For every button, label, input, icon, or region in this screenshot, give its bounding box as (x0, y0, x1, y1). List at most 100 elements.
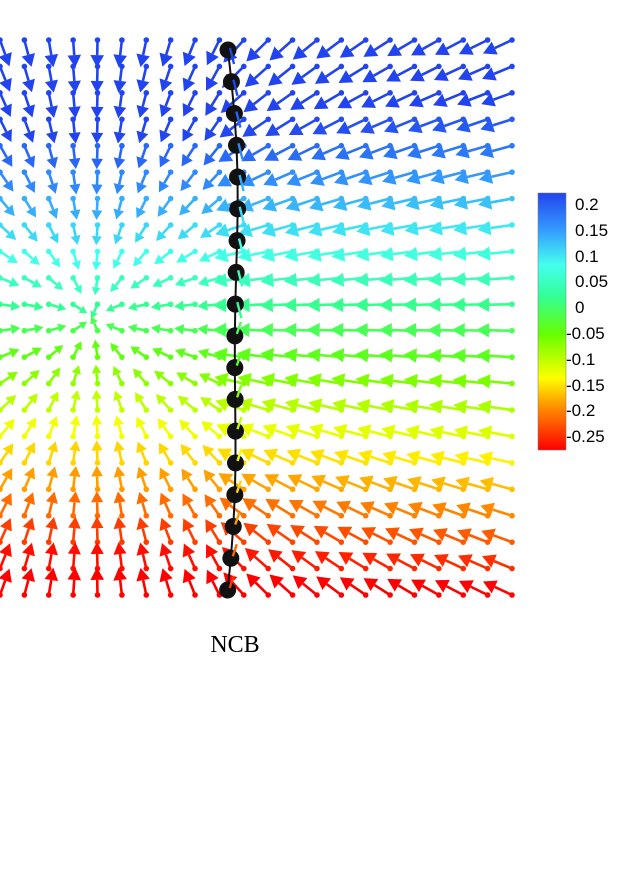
vector-arrow (21, 275, 42, 288)
vector-arrow (246, 37, 271, 62)
vector-arrow (269, 37, 296, 61)
vector-arrow (266, 523, 296, 545)
vector-arrow (362, 63, 393, 83)
vector-arrow (45, 301, 67, 312)
vector-arrow (182, 116, 198, 142)
vector-arrow (287, 142, 320, 161)
filament-arrow (237, 270, 244, 287)
vector-arrow (408, 501, 442, 519)
vector-arrow (179, 419, 198, 440)
vector-arrow (180, 169, 198, 192)
filament-bead (226, 454, 244, 472)
vector-arrow (21, 417, 37, 440)
vector-arrow (112, 366, 125, 387)
vector-arrow (264, 474, 296, 493)
vector-arrow (0, 275, 20, 287)
vector-arrow (45, 116, 58, 144)
vector-arrow (21, 568, 35, 598)
vector-arrow (201, 195, 223, 215)
vector-arrow (90, 63, 104, 93)
vector-arrow (482, 554, 515, 572)
filament-arrow (234, 512, 241, 525)
vector-arrow (430, 169, 467, 185)
vector-arrow (181, 468, 198, 493)
vector-arrow (407, 476, 442, 493)
vector-arrow (70, 321, 88, 334)
vector-arrow (112, 248, 125, 269)
vector-arrow (204, 494, 223, 519)
filament-arrow (236, 416, 243, 430)
vector-arrow (159, 467, 174, 493)
vector-arrow (136, 416, 150, 440)
vector-arrow (239, 423, 271, 440)
vector-arrow (44, 37, 59, 68)
vector-arrow (136, 116, 150, 144)
vector-arrow (409, 527, 442, 545)
vector-arrow (159, 517, 174, 545)
vector-arrow (68, 142, 81, 170)
vector-arrow (205, 519, 223, 545)
vector-arrow (68, 465, 81, 493)
vector-arrow (386, 63, 418, 82)
vector-arrow (457, 63, 491, 81)
filament-beads (219, 41, 247, 599)
vector-arrow (288, 116, 320, 136)
vector-arrow (411, 579, 442, 598)
colorbar-tick-label: -0.1 (566, 349, 596, 369)
filament-arrow (236, 448, 243, 462)
vector-arrow (158, 442, 174, 466)
vector-arrow (203, 142, 223, 166)
filament-arrow (231, 543, 238, 557)
vector-arrow (316, 576, 345, 598)
vector-arrow (91, 116, 104, 144)
vector-arrow (434, 579, 467, 598)
vector-arrow (181, 142, 198, 167)
vector-arrow (478, 169, 515, 184)
vector-arrow (339, 577, 369, 598)
vector-arrow (136, 90, 150, 118)
vector-arrow (285, 195, 320, 212)
vector-arrow (387, 37, 418, 57)
vector-arrow (21, 393, 38, 413)
vector-arrow (482, 580, 515, 598)
vector-arrow (45, 222, 59, 244)
filament-arrow (238, 206, 245, 224)
vector-arrow (0, 348, 20, 360)
vector-arrow (90, 90, 104, 119)
vector-arrow (113, 542, 127, 572)
vector-arrow (179, 195, 198, 216)
vector-arrow (480, 116, 515, 133)
vector-arrow (478, 425, 515, 440)
vector-arrow (476, 246, 515, 261)
vector-arrow (362, 552, 393, 572)
vector-arrow (288, 499, 320, 519)
vector-arrow (68, 491, 81, 519)
vector-arrow (241, 142, 271, 162)
vector-arrow (91, 389, 102, 413)
vector-arrow (408, 116, 442, 134)
vector-arrow (90, 542, 104, 572)
vector-arrow (45, 195, 59, 219)
vector-arrow (135, 222, 150, 243)
vector-arrow (136, 169, 150, 194)
vector-arrow (136, 542, 150, 572)
vector-arrow (182, 493, 198, 519)
vector-arrow (335, 475, 369, 493)
vector-arrow (0, 300, 21, 311)
colorbar-tick-label: 0.05 (575, 272, 609, 292)
vector-arrow (69, 440, 81, 466)
vector-arrow (21, 492, 35, 519)
vector-arrow (363, 578, 393, 598)
vector-arrow (21, 169, 36, 193)
vector-field (0, 37, 515, 598)
vector-arrow (0, 116, 12, 142)
vector-arrow (314, 63, 345, 84)
vector-arrow (177, 395, 198, 413)
vector-arrow (105, 301, 125, 312)
vector-arrow (202, 169, 223, 190)
vector-arrow (263, 448, 296, 466)
colorbar-tick-label: -0.05 (566, 324, 605, 343)
vector-arrow (91, 364, 102, 387)
vector-arrow (67, 567, 82, 598)
vector-arrow (432, 502, 467, 519)
